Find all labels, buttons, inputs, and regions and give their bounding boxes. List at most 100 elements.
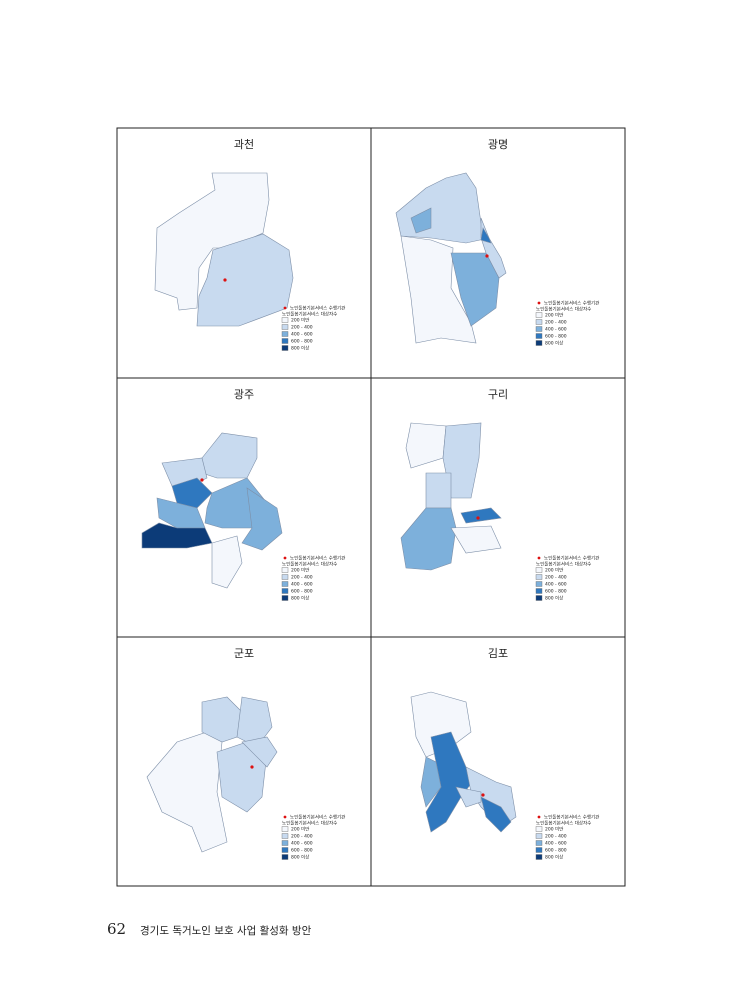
legend-swatch bbox=[535, 319, 543, 325]
facility-point bbox=[200, 478, 204, 482]
legend-point bbox=[283, 306, 287, 310]
map-region bbox=[236, 696, 273, 748]
map-region bbox=[201, 432, 258, 479]
panel-title: 구리 bbox=[488, 388, 508, 401]
legend-point-label: 노인돌봄기본서비스 수행기관 bbox=[544, 814, 599, 821]
legend-class: 600 - 800 bbox=[545, 334, 567, 340]
legend-swatch bbox=[281, 826, 289, 832]
panel-title: 광주 bbox=[234, 388, 254, 401]
map-region bbox=[211, 535, 243, 589]
legend-swatch bbox=[535, 574, 543, 580]
legend-class: 200 - 400 bbox=[545, 834, 567, 840]
map-region bbox=[400, 507, 457, 571]
legend-swatch bbox=[281, 324, 289, 330]
map-region bbox=[455, 786, 482, 808]
legend-swatch bbox=[281, 317, 289, 323]
map-region bbox=[425, 472, 452, 509]
legend-heading: 노인돌봄기본서비스 대상자수 bbox=[536, 306, 591, 313]
map-region bbox=[442, 422, 482, 499]
legend-point-label: 노인돌봄기본서비스 수행기관 bbox=[290, 305, 345, 312]
legend-swatch bbox=[281, 581, 289, 587]
panel-title: 과천 bbox=[234, 137, 254, 151]
legend-heading: 노인돌봄기본서비스 대상자수 bbox=[282, 820, 337, 827]
map-region bbox=[400, 235, 477, 344]
facility-point bbox=[250, 765, 254, 769]
legend-swatch bbox=[281, 331, 289, 337]
legend-class: 400 - 600 bbox=[545, 327, 567, 333]
legend-class: 200 미만 bbox=[291, 826, 309, 833]
legend-swatch bbox=[281, 854, 289, 860]
legend-point bbox=[283, 815, 287, 819]
facility-point bbox=[481, 793, 485, 797]
legend-point-label: 노인돌봄기본서비스 수행기관 bbox=[290, 814, 345, 821]
legend-heading: 노인돌봄기본서비스 대상자수 bbox=[536, 561, 591, 568]
page-number: 62 bbox=[107, 920, 126, 938]
legend-swatch bbox=[535, 826, 543, 832]
legend-swatch bbox=[535, 595, 543, 601]
legend-class: 800 이상 bbox=[291, 595, 309, 602]
legend-class: 400 - 600 bbox=[291, 582, 313, 588]
legend-point-label: 노인돌봄기본서비스 수행기관 bbox=[544, 300, 599, 307]
legend-class: 600 - 800 bbox=[291, 848, 313, 854]
legend-point-label: 노인돌봄기본서비스 수행기관 bbox=[544, 555, 599, 562]
legend-swatch bbox=[535, 854, 543, 860]
legend-swatch bbox=[535, 333, 543, 339]
map-region bbox=[241, 736, 278, 768]
map-region bbox=[405, 422, 447, 469]
map-region bbox=[171, 477, 213, 509]
legend-class: 600 - 800 bbox=[291, 589, 313, 595]
legend-swatch bbox=[281, 574, 289, 580]
legend-class: 200 미만 bbox=[545, 826, 563, 833]
legend-class: 600 - 800 bbox=[291, 339, 313, 345]
legend-class: 200 미만 bbox=[545, 567, 563, 574]
legend-class: 800 이상 bbox=[545, 854, 563, 861]
legend-heading: 노인돌봄기본서비스 대상자수 bbox=[282, 561, 337, 568]
facility-point bbox=[223, 278, 227, 282]
legend-class: 400 - 600 bbox=[291, 332, 313, 338]
panel-title: 광명 bbox=[488, 138, 508, 151]
legend-class: 400 - 600 bbox=[291, 841, 313, 847]
legend-class: 800 이상 bbox=[545, 340, 563, 347]
legend-swatch bbox=[535, 312, 543, 318]
legend-class: 800 이상 bbox=[291, 345, 309, 352]
panel-title: 군포 bbox=[234, 647, 254, 660]
legend-swatch bbox=[281, 567, 289, 573]
legend-swatch bbox=[535, 588, 543, 594]
legend-swatch bbox=[281, 595, 289, 601]
legend-swatch bbox=[281, 833, 289, 839]
map-region bbox=[420, 756, 442, 808]
legend-swatch bbox=[535, 567, 543, 573]
map-region bbox=[480, 796, 512, 833]
map-region bbox=[241, 487, 283, 551]
map-region bbox=[410, 207, 432, 234]
legend-class: 200 - 400 bbox=[291, 575, 313, 581]
legend-class: 200 미만 bbox=[291, 317, 309, 324]
map-region bbox=[141, 522, 213, 549]
legend-class: 600 - 800 bbox=[545, 589, 567, 595]
map-region bbox=[146, 731, 228, 853]
legend-point bbox=[537, 556, 541, 560]
legend-class: 600 - 800 bbox=[545, 848, 567, 854]
map-region bbox=[201, 696, 243, 743]
map-region bbox=[410, 691, 472, 758]
legend-point-label: 노인돌봄기본서비스 수행기관 bbox=[290, 555, 345, 562]
facility-point bbox=[485, 254, 489, 258]
legend-swatch bbox=[281, 345, 289, 351]
legend-class: 200 미만 bbox=[545, 312, 563, 319]
legend-class: 400 - 600 bbox=[545, 582, 567, 588]
legend-class: 800 이상 bbox=[545, 595, 563, 602]
map-region bbox=[196, 233, 294, 327]
legend-swatch bbox=[535, 581, 543, 587]
map-region bbox=[395, 172, 490, 244]
legend-swatch bbox=[535, 840, 543, 846]
legend-swatch bbox=[281, 588, 289, 594]
legend-swatch bbox=[281, 840, 289, 846]
legend-class: 200 - 400 bbox=[291, 325, 313, 331]
legend-class: 200 미만 bbox=[291, 567, 309, 574]
legend-class: 400 - 600 bbox=[545, 841, 567, 847]
legend-point bbox=[283, 556, 287, 560]
legend-class: 200 - 400 bbox=[545, 320, 567, 326]
legend-heading: 노인돌봄기본서비스 대상자수 bbox=[282, 311, 337, 318]
panel-title: 김포 bbox=[488, 647, 508, 660]
legend-swatch bbox=[281, 338, 289, 344]
